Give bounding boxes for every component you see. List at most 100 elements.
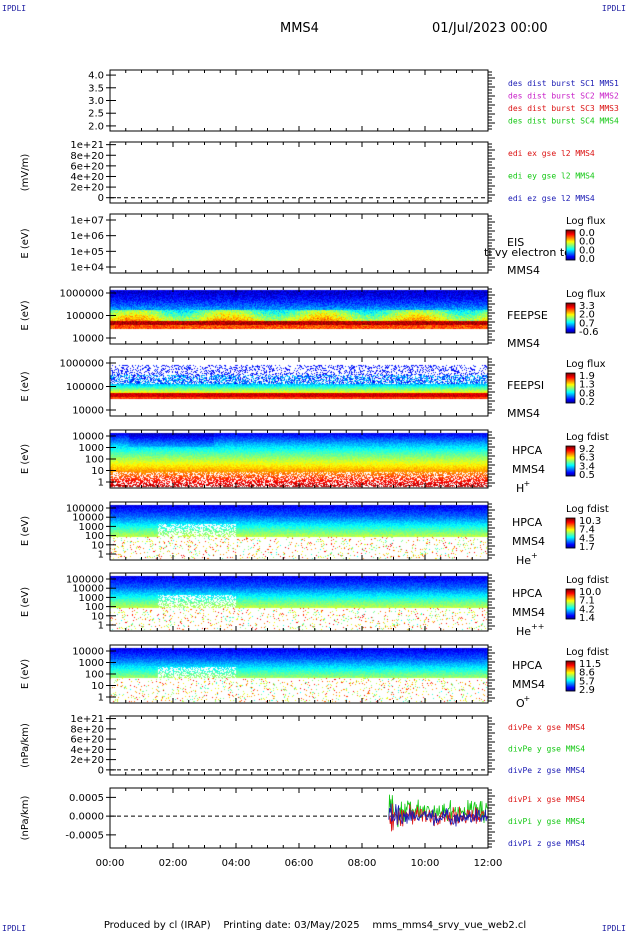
panel-edi-e-legend-entry: edi ey gse l2 MMS4 [508,172,595,181]
panel-hpca-o-colorbar-cell [566,672,575,674]
panel-hpca-he-colorbar-tick: 10.3 [579,516,601,527]
panel-edi-e-ylabel: (mV/m) [20,154,31,192]
panel-feeps-i-colorbar-title: Log flux [566,359,606,370]
panel-hpca-o-colorbar-cell [566,670,575,672]
panel-hpca-he-ytick-label: 1000 [79,522,104,533]
datetime-title: 01/Jul/2023 00:00 [432,21,548,36]
panel-feeps-e-colorbar-cell [566,308,575,310]
panel-feeps-i-colorbar-tick: 0.2 [579,397,595,408]
panel-hpca-o-colorbar-title: Log fdist [566,647,609,658]
panel-hpca-h-ytick-label: 10000 [72,432,104,443]
panel-feeps-i-colorbar-cell [566,378,575,380]
panel-feeps-i-colorbar-cell [566,380,575,382]
panel-hpca-he2-colorbar-cell [566,613,575,615]
panel-des-dist-ytick-label: 2.5 [88,109,104,120]
panel-hpca-he2-colorbar-cell [566,589,575,591]
panel-feeps-e-colorbar-cell [566,320,575,322]
panel-hpca-o-species-label: O [516,697,525,710]
panel-hpca-h-colorbar-cell [566,473,575,475]
panel-hpca-he-ytick-label: 1 [98,550,104,561]
panel-hpca-he2-colorbar-cell [566,607,575,609]
panel-feeps-e-colorbar-cell [566,325,575,327]
panel-hpca-h-colorbar-cell [566,461,575,463]
panel-feeps-i-colorbar-cell [566,382,575,384]
panel-feeps-e-colorbar-cell [566,322,575,324]
panel-hpca-he-colorbar-cell [566,533,575,535]
panel-eis-colorbar-frame [565,229,576,261]
corner-mark-left: IPDLI [2,4,27,13]
panel-hpca-he2-colorbar-cell [566,597,575,599]
panel-hpca-o-ylabel: E (eV) [20,659,31,689]
panel-hpca-o-colorbar-frame [565,660,576,692]
panel-hpca-he2-colorbar-cell [566,590,575,592]
panel-hpca-h-colorbar-cell [566,472,575,474]
panel-hpca-he-colorbar-cell [566,524,575,526]
panel-hpca-he-colorbar-cell [566,546,575,548]
panel-eis-colorbar-cell [566,249,575,251]
panel-hpca-o-colorbar-cell [566,680,575,682]
panel-des-dist-ytick-label: 3.5 [88,83,104,94]
panel-hpca-he-colorbar-cell [566,529,575,531]
panel-hpca-he2-colorbar-title: Log fdist [566,575,609,586]
panel-eis-ytick-label: 1e+04 [70,263,104,274]
panel-hpca-h-colorbar-frame [565,445,576,477]
panel-feeps-e-instrument-label: FEEPSE [507,309,548,322]
panel-feeps-e-colorbar-title: Log flux [566,289,606,300]
panel-hpca-o-ytick-label: 1000 [79,658,104,669]
panel-hpca-he2-colorbar-cell [566,591,575,593]
footer-produced-by: Produced by cl (IRAP) [103,920,211,931]
panel-eis-ytick-label: 1e+06 [70,231,104,242]
panel-hpca-o-colorbar-tick: 11.5 [579,659,601,670]
panel-hpca-h-colorbar-cell [566,453,575,455]
panel-hpca-o-colorbar-cell [566,679,575,681]
panel-hpca-h-ytick-label: 10 [91,466,104,477]
panel-edi-e-ytick-label: 1e+21 [70,140,104,151]
panel-hpca-o-colorbar-cell [566,684,575,686]
panel-feeps-i-colorbar-cell [566,379,575,381]
panel-hpca-he2-colorbar-cell [566,617,575,619]
panel-divpe-ytick-label: 2e+20 [70,755,104,766]
panel-hpca-h-colorbar-tick: 9.2 [579,444,595,455]
panel-eis-colorbar-tick: 0.0 [579,228,595,239]
panel-hpca-h-instrument-label: HPCA [512,444,543,457]
panel-divpi-legend-entry: divPi x gse MMS4 [508,795,585,804]
panel-hpca-he2-colorbar-cell [566,616,575,618]
panel-des-dist-legend-entry: des dist burst SC4 MMS4 [508,117,619,126]
panel-eis-colorbar-cell [566,242,575,244]
panel-eis-colorbar-cell [566,230,575,232]
panel-hpca-o-colorbar-cell [566,675,575,677]
panel-hpca-o-instrument-label: HPCA [512,659,543,672]
panel-hpca-he2-ytick-label: 100000 [66,575,104,586]
panel-hpca-h-colorbar-cell [566,448,575,450]
panel-hpca-he2-colorbar-cell [566,598,575,600]
panel-feeps-i-colorbar-cell [566,396,575,398]
panel-feeps-e-colorbar-cell [566,309,575,311]
panel-eis-colorbar-tick: 0.0 [579,237,595,248]
panel-hpca-o-spacecraft-label: MMS4 [512,678,545,691]
panel-hpca-he-colorbar-cell [566,528,575,530]
panel-hpca-he-species-label: He [516,554,531,567]
panel-hpca-he2-ytick-label: 10000 [72,584,104,595]
panel-hpca-h-colorbar-cell [566,468,575,470]
panel-divpe-frame [109,715,489,776]
panel-hpca-he2-colorbar-cell [566,615,575,617]
panel-feeps-e-colorbar-cell [566,316,575,318]
panel-hpca-h-colorbar-cell [566,469,575,471]
panel-feeps-e-colorbar-cell [566,318,575,320]
panel-hpca-o-colorbar-cell [566,689,575,691]
panel-feeps-e-ytick-label: 1000000 [59,289,104,300]
panel-hpca-he-colorbar-cell [566,535,575,537]
panel-eis-colorbar-cell [566,248,575,250]
panel-edi-e-ytick-label: 8e+20 [70,151,104,162]
panel-edi-e-ytick-label: 6e+20 [70,161,104,172]
panel-hpca-h-ytick-label: 1 [98,478,104,489]
panel-eis-colorbar-cell [566,257,575,259]
panel-feeps-i-colorbar-tick: 1.9 [579,371,595,382]
panel-hpca-he-colorbar-cell [566,538,575,540]
panel-des-dist-legend-entry: des dist burst SC1 MMS1 [508,79,619,88]
footer-line: Produced by cl (IRAP) Printing date: 03/… [0,920,630,931]
panel-feeps-e-ytick-label: 100000 [66,311,104,322]
panel-feeps-i-colorbar-cell [566,373,575,375]
panel-eis-colorbar-tick: 0.0 [579,254,595,265]
panel-feeps-i-colorbar-cell [566,397,575,399]
